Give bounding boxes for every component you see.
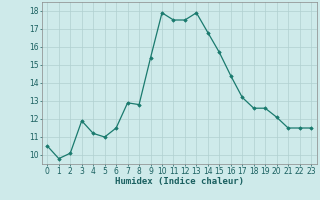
X-axis label: Humidex (Indice chaleur): Humidex (Indice chaleur) [115,177,244,186]
